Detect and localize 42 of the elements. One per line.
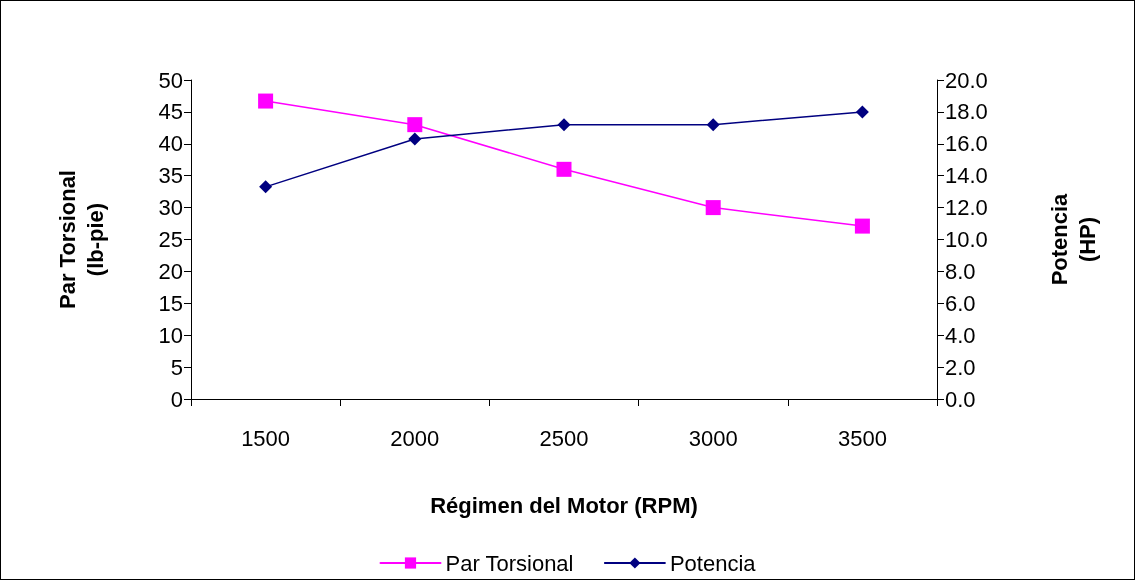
y2-tick-label: 14.0 [945, 163, 988, 189]
y-tick-label: 40 [158, 131, 183, 157]
y-tick-label: 50 [158, 67, 183, 93]
point [854, 218, 870, 234]
y2-tick-label: 4.0 [945, 322, 976, 348]
y-tick-label: 30 [158, 195, 183, 221]
x-tick-label: 1500 [241, 425, 291, 451]
y-tick-label: 15 [158, 290, 183, 316]
y-tick-label: 10 [158, 322, 183, 348]
point [258, 93, 274, 109]
point [259, 180, 273, 194]
y-tick-label: 35 [158, 163, 183, 189]
point [855, 105, 869, 119]
y2-tick-label: 8.0 [945, 258, 976, 284]
y2-tick-label: 18.0 [945, 99, 988, 125]
y2-axis-title: Potencia (HP) [1046, 192, 1100, 286]
y-tick-label: 5 [170, 354, 183, 380]
y2-tick-label: 20.0 [945, 67, 988, 93]
y2-tick-label: 6.0 [945, 290, 976, 316]
point [556, 161, 572, 177]
point [557, 118, 571, 132]
y2-tick-label: 2.0 [945, 354, 976, 380]
y-tick-label: 20 [158, 258, 183, 284]
point [706, 118, 720, 132]
y2-tick-label: 16.0 [945, 131, 988, 157]
y-tick-label: 0 [170, 386, 183, 412]
point [407, 117, 423, 133]
point [705, 200, 721, 216]
y2-tick-label: 0.0 [945, 386, 976, 412]
y2-tick-label: 12.0 [945, 195, 988, 221]
legend-label: Par Torsional [445, 550, 574, 576]
y-tick-label: 25 [158, 227, 183, 252]
point [408, 132, 422, 146]
y2-tick-label: 10.0 [945, 227, 988, 252]
y-axis-title: Par Torsional (lb-pie) [54, 170, 108, 309]
x-axis-title: Régimen del Motor (RPM) [430, 492, 698, 518]
x-tick-label: 3500 [837, 425, 887, 451]
legend-label: Potencia [669, 550, 757, 576]
y-tick-label: 45 [158, 99, 183, 125]
x-tick-label: 2000 [390, 425, 440, 451]
x-tick-label: 3000 [688, 425, 738, 451]
x-tick-label: 2500 [539, 425, 589, 451]
